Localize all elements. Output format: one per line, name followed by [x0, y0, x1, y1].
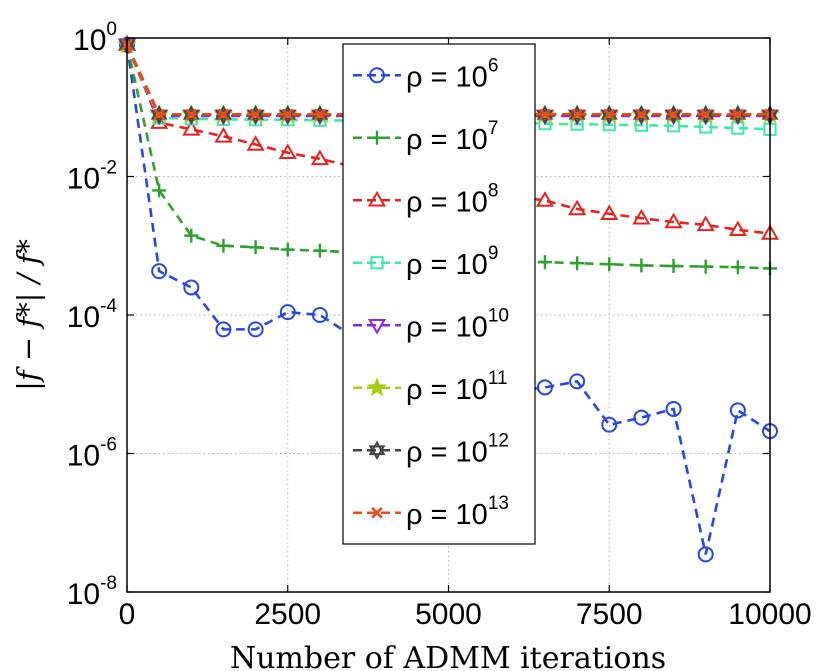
data-point-marker: [601, 416, 618, 433]
legend-label: ρ = 108: [406, 180, 498, 218]
data-point-marker: [728, 220, 747, 237]
series-line: [125, 44, 771, 270]
legend-label: ρ = 107: [406, 118, 498, 156]
data-point-marker: [371, 506, 383, 519]
x-tick-label: 2500: [254, 598, 321, 631]
y-tick-label: 10-4: [67, 296, 118, 334]
data-point-marker: [699, 108, 712, 121]
legend-entry: ρ = 106: [353, 55, 498, 93]
legend-label: ρ = 109: [406, 243, 498, 281]
data-point-marker: [698, 259, 713, 274]
data-point-marker: [729, 402, 746, 419]
data-point-marker: [667, 108, 680, 121]
data-point-marker: [569, 373, 586, 390]
data-point-marker: [248, 240, 263, 255]
y-tick-label: 100: [73, 19, 117, 57]
data-point-marker: [247, 321, 264, 338]
y-tick-label: 10-6: [67, 435, 117, 473]
data-point-marker: [634, 118, 648, 132]
data-point-marker: [369, 67, 385, 84]
y-tick-label: 10-8: [67, 573, 117, 611]
legend-label: ρ = 1012: [406, 430, 509, 468]
data-point-marker: [696, 215, 715, 232]
data-point-marker: [602, 257, 617, 272]
data-point-marker: [539, 108, 551, 121]
data-point-marker: [535, 191, 555, 207]
data-point-marker: [215, 321, 232, 338]
data-point-marker: [182, 119, 201, 136]
data-point-marker: [634, 258, 649, 273]
data-point-marker: [666, 259, 681, 274]
data-point-marker: [214, 127, 233, 143]
x-tick-label: 7500: [576, 598, 643, 631]
y-axis-label: |f − f*| / f*: [11, 239, 45, 391]
data-point-marker: [367, 190, 387, 207]
y-tick-label: 10-2: [67, 158, 117, 196]
legend-label: ρ = 1010: [406, 305, 509, 343]
data-point-marker: [217, 108, 230, 121]
data-point-marker: [151, 263, 168, 280]
data-point-marker: [279, 304, 296, 321]
legend-entry: ρ = 107: [353, 118, 498, 156]
legend-label: ρ = 1011: [406, 368, 508, 406]
x-axis-label: Number of ADMM iterations: [230, 641, 666, 671]
legend-box: [342, 43, 536, 545]
data-point-marker: [537, 255, 552, 270]
legend-label: ρ = 1013: [406, 493, 509, 531]
data-point-marker: [665, 400, 682, 417]
data-point-marker: [185, 108, 198, 121]
data-point-marker: [603, 108, 616, 121]
data-point-marker: [367, 377, 387, 397]
data-point-marker: [730, 260, 745, 275]
data-point-marker: [152, 183, 167, 198]
data-point-marker: [153, 108, 165, 121]
x-tick-label: 0: [119, 598, 136, 631]
data-point-marker: [314, 108, 326, 121]
data-point-marker: [278, 143, 297, 160]
data-point-marker: [666, 119, 681, 133]
grid: [127, 38, 770, 592]
y-axis-label-group: |f − f*| / f*: [11, 239, 45, 391]
data-point-marker: [664, 212, 683, 229]
legend-entry: ρ = 1013: [353, 493, 509, 531]
data-point-marker: [635, 108, 648, 121]
data-point-marker: [310, 149, 329, 166]
data-point-marker: [633, 409, 650, 426]
data-point-marker: [571, 108, 583, 121]
legend-entry: ρ = 1011: [353, 368, 508, 406]
data-point-marker: [368, 440, 386, 460]
data-point-marker: [249, 108, 262, 121]
legend-entry: ρ = 1012: [353, 430, 509, 468]
legend-entry: ρ = 109: [353, 243, 498, 281]
data-point-marker: [280, 242, 295, 257]
data-point-marker: [367, 319, 387, 335]
legend-label: ρ = 106: [406, 55, 498, 93]
data-point-marker: [183, 279, 200, 296]
data-point-marker: [732, 108, 744, 121]
data-point-marker: [312, 243, 327, 258]
data-point-marker: [536, 379, 553, 396]
series-line: [125, 44, 771, 131]
data-point-marker: [370, 130, 384, 145]
data-point-marker: [246, 135, 265, 151]
data-point-marker: [600, 204, 619, 220]
x-tick-label: 10000: [728, 598, 811, 631]
data-point-marker: [184, 228, 199, 243]
data-point-marker: [570, 256, 585, 271]
legend-entry: ρ = 1010: [353, 305, 509, 343]
data-point-marker: [216, 238, 231, 253]
data-point-marker: [632, 208, 651, 225]
data-point-marker: [697, 546, 714, 563]
legend: ρ = 106 ρ = 107 ρ = 108 ρ = 109 ρ = 1010 ρ = …: [342, 43, 536, 545]
legend-entry: ρ = 108: [353, 180, 498, 218]
data-point-marker: [311, 307, 328, 323]
x-tick-label: 5000: [415, 598, 482, 631]
axis-ticks: 0 2500 5000 7500 10000 100 10-2 10-4 10-6 10-8: [67, 19, 812, 631]
data-point-marker: [568, 199, 587, 216]
data-point-marker: [370, 256, 384, 270]
data-point-marker: [281, 108, 294, 121]
